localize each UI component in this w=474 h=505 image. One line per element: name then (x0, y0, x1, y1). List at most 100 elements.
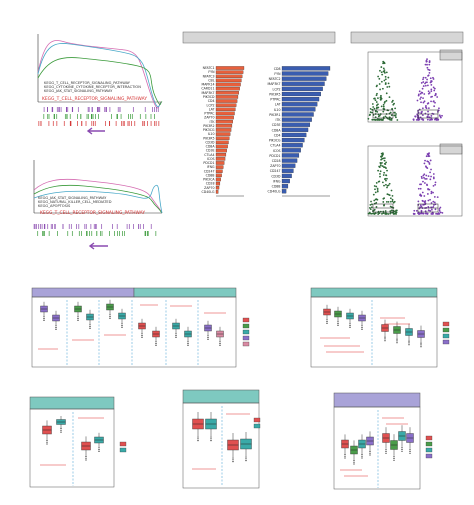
outlier (46, 443, 48, 445)
dot (430, 202, 433, 204)
dot (390, 189, 393, 192)
dot (422, 212, 425, 215)
bar (281, 112, 314, 117)
outlier (187, 344, 189, 346)
bar (215, 148, 227, 153)
boxplot-panel-e (333, 392, 433, 490)
outlier (210, 436, 212, 438)
dot (422, 101, 425, 104)
outlier (98, 449, 100, 451)
legend-swatch (425, 447, 433, 453)
bar (281, 76, 327, 81)
dot (391, 107, 394, 110)
dot (423, 176, 425, 179)
dot (432, 204, 435, 206)
bar-gene-label: IFNG (273, 179, 281, 183)
dot-plot-bottom (367, 143, 463, 217)
outlier (369, 452, 371, 454)
outlier (344, 457, 346, 459)
dot (380, 118, 383, 121)
dot (374, 188, 376, 191)
bar-gene-label: CD8B (272, 185, 281, 189)
outlier (326, 322, 328, 324)
outlier (353, 463, 355, 465)
dot (431, 118, 433, 121)
outlier (85, 455, 87, 457)
dot (390, 114, 393, 117)
outlier (46, 439, 48, 441)
bar-gene-label: NFATC3 (203, 74, 215, 78)
dot (430, 90, 433, 93)
outlier (232, 459, 234, 461)
bar (281, 132, 307, 138)
dot (418, 213, 421, 215)
dot (424, 182, 426, 184)
boxplot-panel-b (310, 287, 450, 368)
bar (281, 71, 329, 76)
dot (426, 116, 429, 119)
bar-gene-label: CD8B (206, 173, 215, 177)
dot (425, 60, 428, 63)
dot (423, 100, 426, 103)
dot (384, 115, 387, 118)
outlier (155, 344, 157, 346)
dot (415, 118, 418, 121)
dot (383, 171, 386, 174)
dot (427, 84, 429, 87)
dot (392, 213, 395, 215)
dot (381, 157, 384, 160)
outlier (98, 447, 100, 449)
dot (429, 77, 432, 80)
dot (420, 175, 423, 178)
outlier (219, 344, 221, 346)
bar-gene-label: NFATC1 (203, 66, 215, 70)
dot (426, 160, 429, 163)
dot (367, 117, 370, 120)
legend-swatch (242, 341, 250, 347)
outlier (109, 314, 111, 316)
dot (383, 162, 386, 165)
bar (215, 124, 233, 128)
gsea-curve-bottom-green (33, 184, 163, 214)
dot (375, 201, 378, 204)
dot (420, 183, 422, 186)
dot (384, 75, 387, 78)
legend-swatch (425, 441, 433, 447)
dot (385, 99, 388, 102)
dot (369, 203, 372, 206)
dot (423, 162, 426, 165)
dot (384, 100, 386, 103)
legend-swatch (425, 453, 433, 459)
dot (369, 111, 372, 114)
outlier (349, 325, 351, 327)
dot (441, 114, 443, 117)
outlier (384, 340, 386, 342)
dot (373, 107, 376, 110)
dot (394, 211, 397, 214)
bar-gene-label: FYN (274, 72, 281, 76)
bar-gene-label: CARD11 (201, 87, 214, 91)
gsea-bottom-panel: KEGG_JAK_STAT_SIGNALING_PATHWAY KEGG_NAT… (33, 160, 163, 250)
dot (382, 119, 384, 121)
gsea-top-hit-ticks (38, 107, 160, 126)
outlier (385, 452, 387, 454)
dot (422, 203, 425, 206)
legend-swatch (119, 441, 127, 447)
dot (385, 212, 387, 214)
bar-gene-label: IL10 (274, 108, 281, 112)
dot (441, 211, 444, 214)
bar (215, 152, 227, 157)
bar (215, 78, 242, 83)
dot (436, 96, 439, 98)
dot (383, 69, 386, 72)
dot (439, 206, 442, 209)
dot (433, 201, 436, 204)
dot (385, 161, 387, 164)
dot (425, 174, 428, 177)
dot (376, 198, 379, 201)
outlier (344, 453, 346, 455)
dot (375, 182, 378, 184)
gsea-top-panel: KEGG_T_CELL_RECEPTOR_SIGNALING_PATHWAY K… (37, 34, 163, 135)
